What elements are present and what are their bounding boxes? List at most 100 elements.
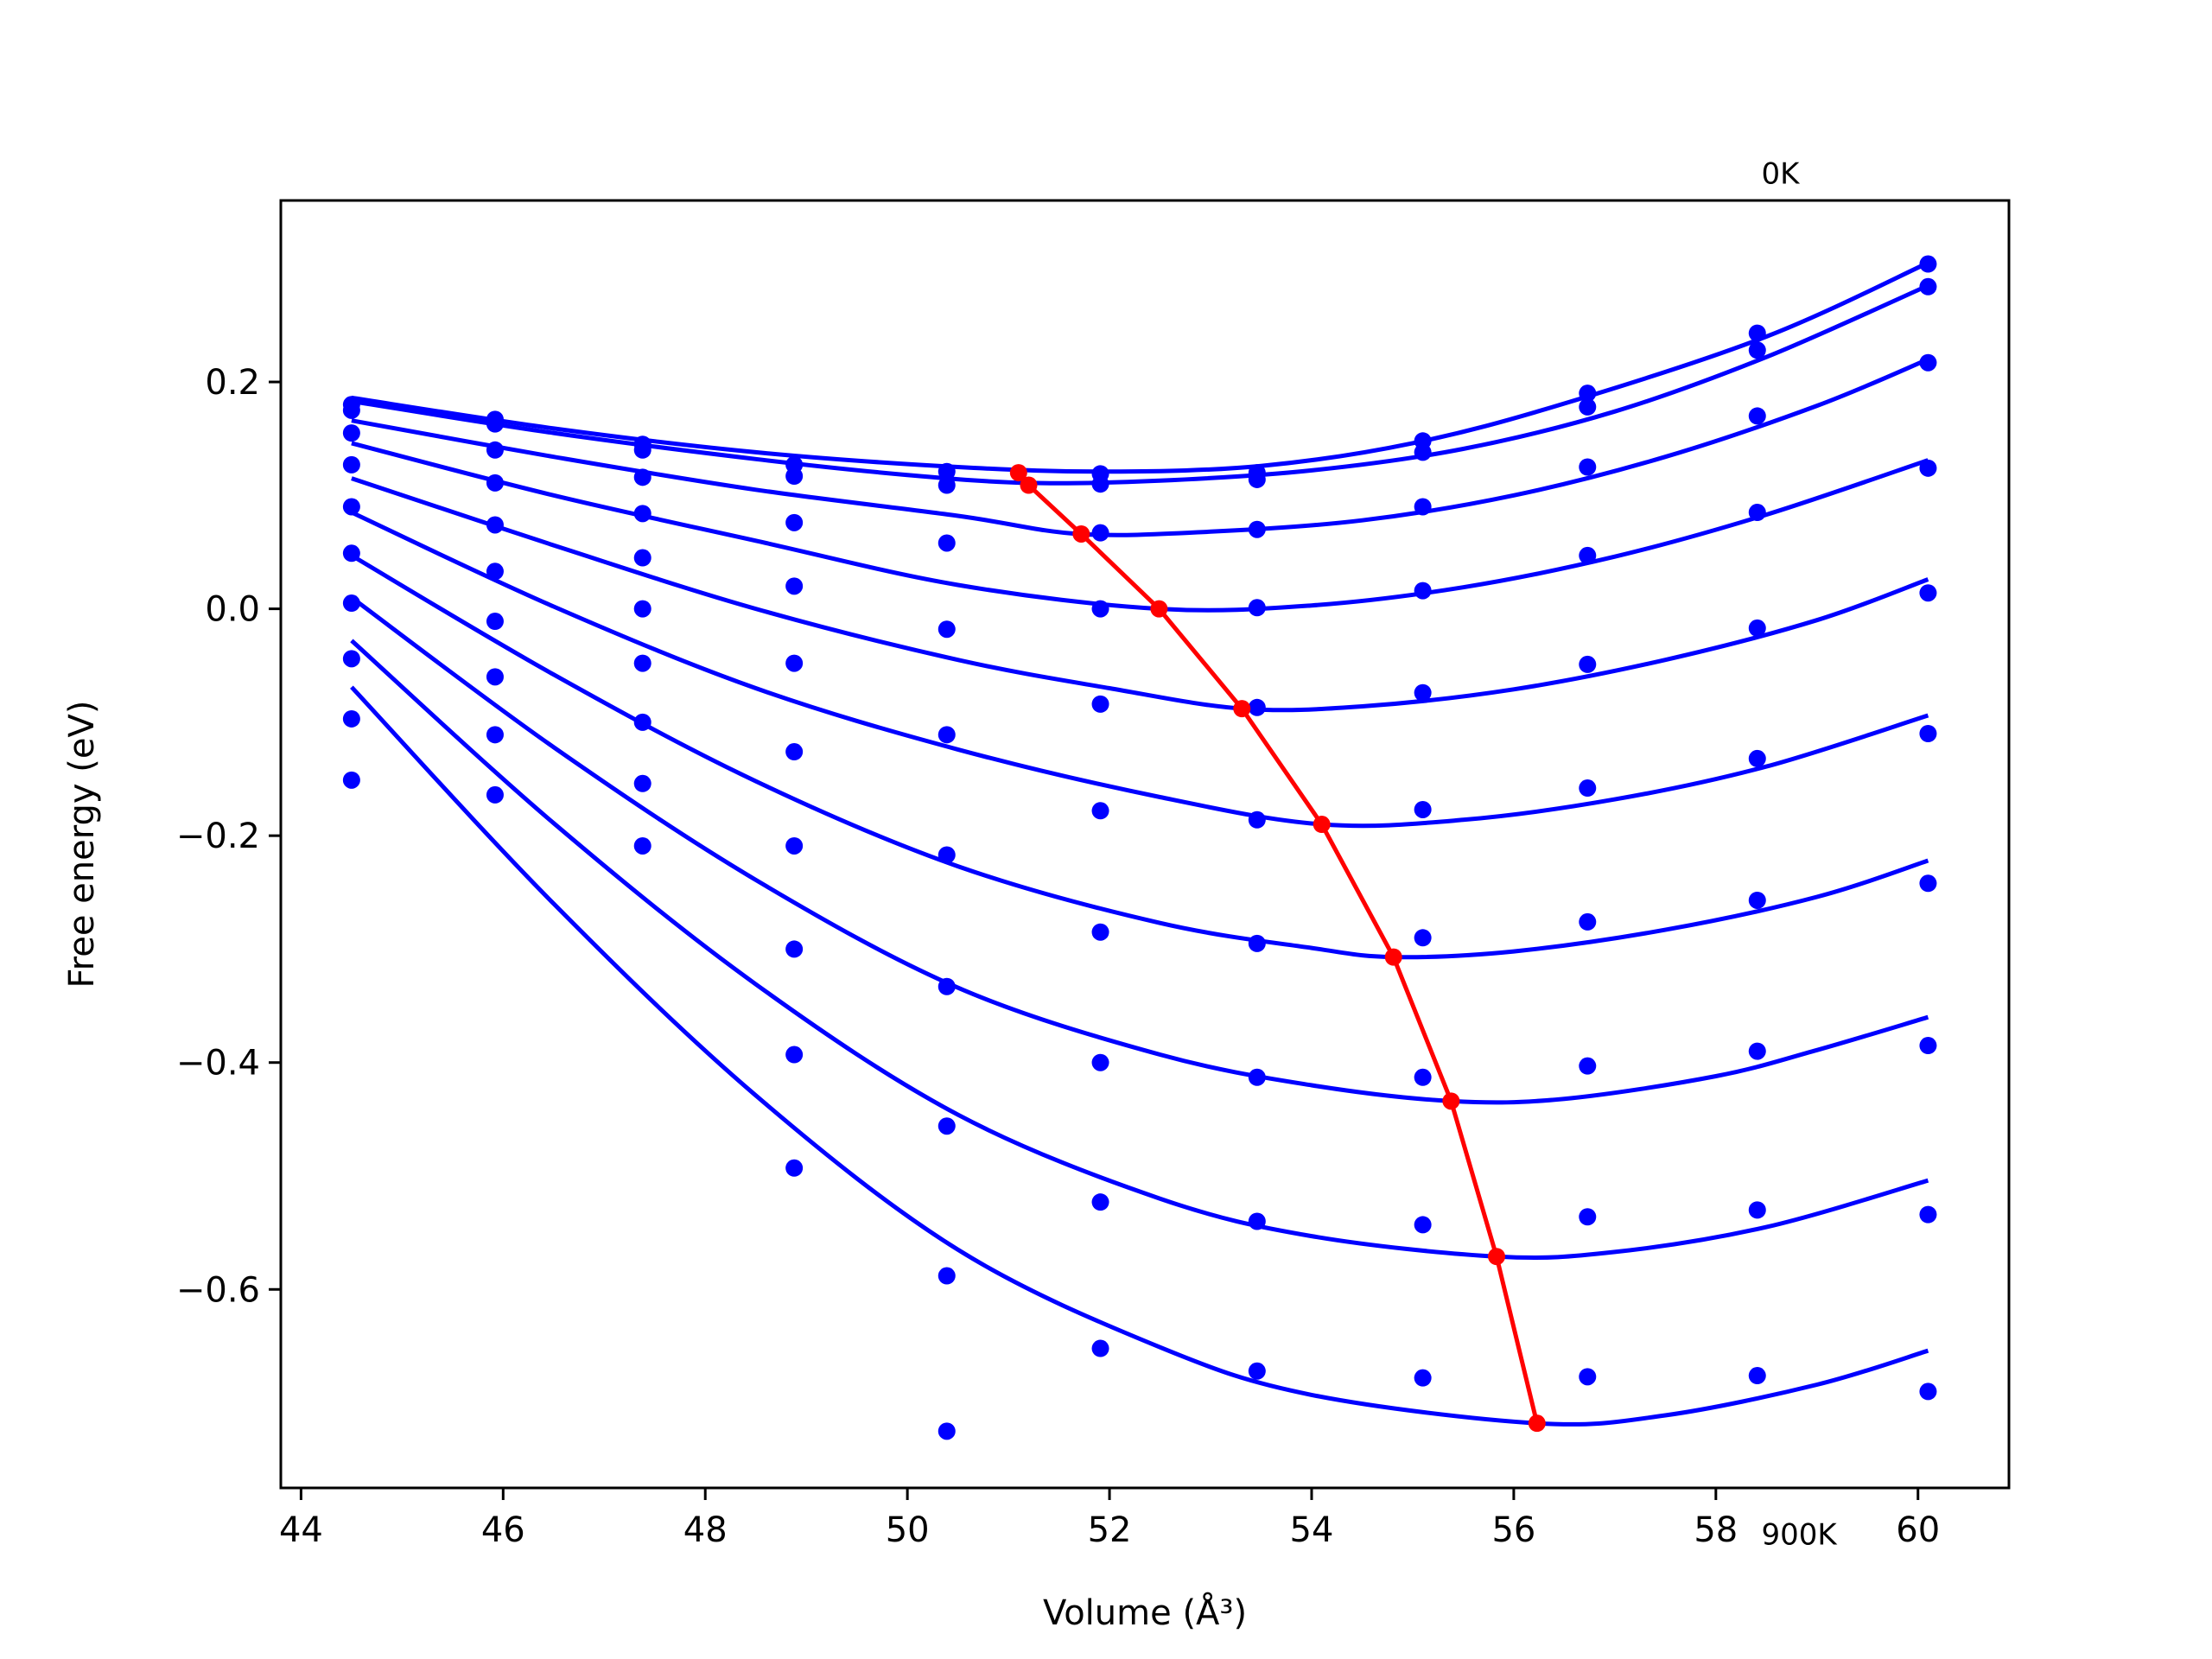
data-point-8-7 (1414, 1216, 1432, 1234)
data-point-8-9 (1748, 1201, 1766, 1219)
x-tick-label-44: 44 (279, 1510, 323, 1550)
data-point-3-6 (1248, 599, 1266, 617)
data-point-7-8 (1579, 1057, 1597, 1075)
y-tick-label-1: −0.4 (176, 1044, 260, 1084)
data-point-1-9 (1748, 341, 1766, 359)
data-point-5-2 (633, 600, 652, 618)
data-point-2-3 (785, 513, 804, 531)
data-point-2-10 (1919, 353, 1937, 372)
minima-path (1009, 464, 1546, 1433)
data-point-6-10 (1919, 874, 1937, 893)
data-point-8-5 (1091, 1193, 1109, 1211)
data-point-9-6 (1248, 1362, 1266, 1380)
data-point-8-10 (1919, 1205, 1937, 1224)
data-point-8-8 (1579, 1208, 1597, 1226)
minimum-point-8 (1488, 1248, 1506, 1266)
data-point-1-4 (938, 476, 956, 494)
data-point-3-1 (486, 474, 504, 492)
data-point-5-0 (342, 544, 360, 563)
data-point-7-3 (785, 940, 804, 958)
data-point-8-6 (1248, 1212, 1266, 1230)
data-point-9-4 (938, 1422, 956, 1440)
data-point-3-0 (342, 455, 360, 474)
x-tick-label-46: 46 (481, 1510, 525, 1550)
data-point-1-8 (1579, 397, 1597, 416)
data-point-4-6 (1248, 698, 1266, 716)
data-point-5-10 (1919, 725, 1937, 743)
x-axis-label: Volume (Å³) (1043, 1592, 1247, 1633)
data-point-4-1 (486, 516, 504, 534)
data-points (342, 255, 1937, 1440)
x-tick-label-54: 54 (1290, 1510, 1334, 1550)
data-point-6-4 (938, 977, 956, 995)
data-point-1-1 (486, 415, 504, 433)
data-point-2-6 (1248, 520, 1266, 538)
minimum-point-5 (1313, 816, 1331, 834)
data-point-8-3 (785, 1046, 804, 1064)
data-point-7-2 (633, 713, 652, 731)
data-point-1-6 (1248, 470, 1266, 488)
minimum-point-7 (1442, 1092, 1460, 1110)
data-point-8-1 (486, 726, 504, 744)
data-point-7-1 (486, 668, 504, 686)
data-point-1-0 (342, 401, 360, 419)
data-point-0-8 (1579, 385, 1597, 403)
data-point-2-4 (938, 534, 956, 552)
x-tick-label-50: 50 (886, 1510, 930, 1550)
data-point-7-4 (938, 1117, 956, 1135)
data-point-5-8 (1579, 779, 1597, 798)
data-point-6-7 (1414, 929, 1432, 947)
data-point-7-5 (1091, 1053, 1109, 1071)
y-tick-label-0: −0.6 (176, 1270, 260, 1310)
data-point-9-8 (1579, 1368, 1597, 1386)
data-point-4-8 (1579, 655, 1597, 673)
data-point-2-2 (633, 468, 652, 486)
y-tick-label-2: −0.2 (176, 817, 260, 856)
data-point-9-0 (342, 771, 360, 789)
data-point-1-3 (785, 467, 804, 486)
data-point-0-10 (1919, 255, 1937, 273)
data-point-3-4 (938, 620, 956, 639)
data-point-7-9 (1748, 1042, 1766, 1060)
data-point-2-5 (1091, 524, 1109, 542)
data-point-5-7 (1414, 800, 1432, 818)
data-point-7-6 (1248, 1068, 1266, 1086)
fit-curve-8 (350, 639, 1929, 1260)
data-point-6-5 (1091, 923, 1109, 941)
data-point-5-9 (1748, 749, 1766, 767)
minima-line (1016, 471, 1540, 1424)
minimum-point-1 (1020, 476, 1038, 494)
minimum-point-0 (1009, 464, 1027, 482)
data-point-3-3 (785, 577, 804, 595)
data-point-5-4 (938, 846, 956, 864)
x-tick-label-58: 58 (1694, 1510, 1738, 1550)
data-point-9-2 (633, 836, 652, 855)
data-point-2-7 (1414, 498, 1432, 516)
data-point-8-4 (938, 1267, 956, 1285)
data-point-9-7 (1414, 1369, 1432, 1387)
fit-curve-4 (351, 476, 1929, 713)
data-point-4-0 (342, 498, 360, 516)
data-point-3-2 (633, 505, 652, 523)
data-point-5-5 (1091, 802, 1109, 820)
fit-curve-9 (350, 685, 1929, 1427)
y-axis-ticks: −0.6 −0.4 −0.2 0.0 0.2 (176, 363, 281, 1310)
data-point-2-8 (1579, 458, 1597, 476)
fit-curve-2 (351, 357, 1929, 537)
minimum-point-4 (1233, 700, 1251, 718)
data-point-6-6 (1248, 934, 1266, 952)
data-point-1-5 (1091, 475, 1109, 493)
data-point-4-10 (1919, 584, 1937, 602)
data-point-6-2 (633, 654, 652, 672)
x-tick-label-48: 48 (683, 1510, 728, 1550)
y-axis-label: Free energy (eV) (62, 701, 102, 988)
data-point-6-8 (1579, 912, 1597, 931)
data-point-8-2 (633, 774, 652, 792)
fit-curve-1 (351, 283, 1929, 486)
data-point-2-0 (342, 424, 360, 442)
data-point-6-1 (486, 613, 504, 631)
data-point-3-5 (1091, 600, 1109, 618)
data-point-6-0 (342, 594, 360, 613)
x-tick-label-52: 52 (1088, 1510, 1132, 1550)
